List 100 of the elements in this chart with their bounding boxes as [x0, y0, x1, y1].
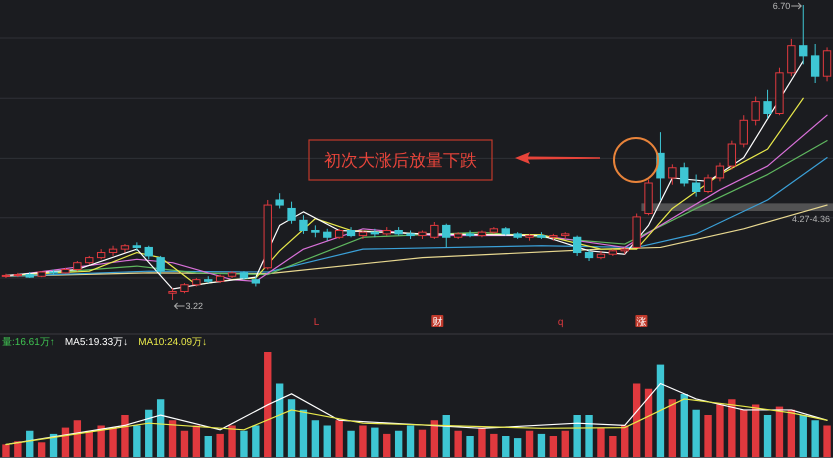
- text: 3.22: [186, 301, 204, 311]
- bar: [644, 388, 652, 457]
- bar: [752, 404, 760, 457]
- bar: [585, 415, 593, 457]
- band-label: 4.27-4.36: [792, 214, 830, 224]
- bar: [454, 430, 462, 457]
- candlestick: [716, 162, 724, 182]
- bar: [764, 415, 772, 457]
- bar: [109, 428, 117, 457]
- candlestick: [728, 140, 736, 170]
- text: MA5:19.33万↓: [64, 337, 128, 348]
- bar: [562, 430, 569, 457]
- candlestick: [810, 43, 820, 84]
- bar: [478, 428, 486, 457]
- candlestick: [180, 282, 189, 294]
- bar: [216, 434, 224, 457]
- candlestick: [668, 164, 677, 186]
- bar: [430, 420, 438, 457]
- bar: [38, 442, 46, 457]
- bar: [621, 426, 628, 457]
- bar: [300, 410, 308, 457]
- bar: [597, 428, 605, 457]
- candlestick: [704, 174, 712, 194]
- text: 涨: [636, 316, 646, 328]
- bar: [14, 441, 22, 457]
- bar: [240, 430, 248, 457]
- bar: [192, 426, 200, 457]
- candlestick: [692, 174, 700, 198]
- bar: [466, 436, 474, 457]
- bar: [442, 415, 450, 457]
- candlestick: [740, 114, 748, 148]
- bar: [276, 384, 284, 457]
- candlestick: [156, 255, 165, 276]
- candlestick: [346, 226, 356, 238]
- candlestick: [799, 4, 808, 65]
- bar: [668, 399, 676, 457]
- bar: [704, 415, 712, 457]
- candlestick: [334, 228, 344, 240]
- bar: [680, 394, 688, 457]
- bar: [204, 436, 212, 457]
- bar: [728, 399, 736, 457]
- candlestick: [572, 235, 582, 256]
- text: MA10:24.09万↓: [138, 337, 208, 348]
- bar: [692, 410, 700, 457]
- bar: [86, 430, 93, 457]
- bar: [514, 438, 522, 457]
- bar: [168, 420, 176, 457]
- candlestick: [430, 222, 439, 240]
- candlestick: [168, 288, 177, 300]
- bar: [347, 430, 355, 457]
- bar: [788, 410, 796, 457]
- bar: [418, 430, 426, 457]
- candlestick: [323, 228, 332, 242]
- bar: [526, 430, 534, 457]
- candlestick: [299, 214, 308, 234]
- bar: [502, 436, 510, 457]
- bar: [823, 426, 831, 457]
- candlestick: [584, 248, 594, 262]
- bar: [312, 420, 320, 457]
- candlestick: [442, 223, 450, 248]
- bar: [145, 410, 152, 457]
- bar: [324, 426, 331, 457]
- bar: [26, 430, 34, 457]
- candlestick: [275, 192, 284, 209]
- annotation: 初次大涨后放量下跌: [324, 151, 477, 170]
- bar: [406, 426, 414, 457]
- text: L: [314, 317, 320, 328]
- bar: [800, 415, 807, 457]
- bar: [252, 426, 260, 457]
- bar: [656, 364, 664, 457]
- bar: [609, 436, 617, 457]
- candlestick: [763, 89, 772, 120]
- bar: [335, 420, 343, 457]
- bar: [394, 430, 402, 457]
- bar: [288, 399, 296, 457]
- candlestick: [108, 245, 118, 256]
- bar: [371, 428, 379, 457]
- bar: [133, 426, 141, 457]
- bar: [228, 426, 236, 457]
- bar: [97, 426, 105, 457]
- annotation: 6.70: [772, 1, 790, 11]
- bar: [632, 384, 640, 457]
- candlestick: [751, 96, 760, 126]
- candlestick: [144, 245, 153, 260]
- candlestick: [96, 248, 106, 260]
- bar: [383, 434, 390, 457]
- bar: [538, 434, 546, 457]
- candlestick: [287, 201, 296, 224]
- bar: [740, 410, 748, 457]
- candlestick: [73, 260, 82, 272]
- bar: [74, 420, 82, 457]
- bar: [490, 434, 498, 457]
- text: 量:16.61万↑: [2, 337, 55, 348]
- bar: [180, 430, 188, 457]
- bar: [776, 406, 784, 457]
- bar: [716, 404, 724, 457]
- bar: [811, 420, 819, 457]
- candlestick: [311, 224, 320, 238]
- text: 财: [432, 316, 442, 328]
- bar: [156, 399, 164, 457]
